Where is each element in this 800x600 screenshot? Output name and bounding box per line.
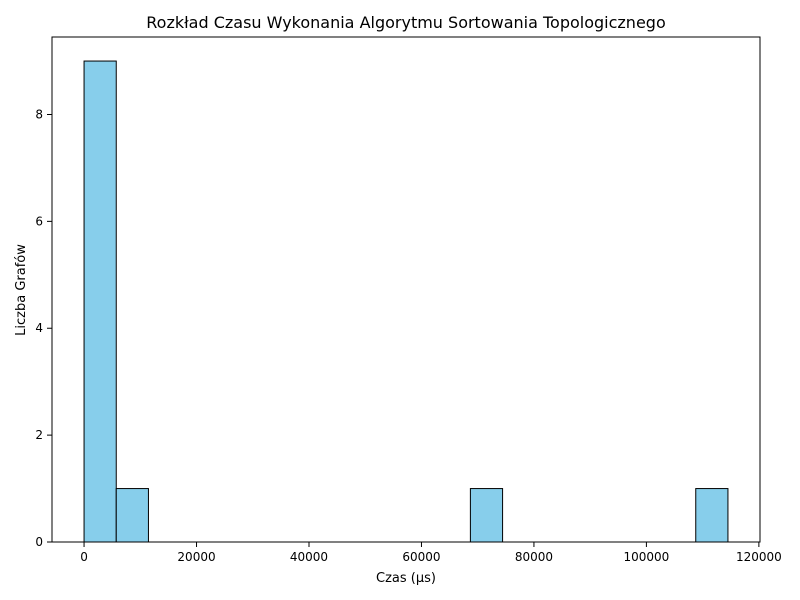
- x-tick-label-6: 120000: [736, 550, 782, 564]
- y-tick-label-1: 2: [35, 428, 43, 442]
- histogram-bar-2: [469, 488, 504, 543]
- y-axis-label: Liczba Grafów: [14, 244, 29, 336]
- y-tick-label-0: 0: [35, 535, 43, 549]
- y-axis-ticks: 0 2 4 6 8: [35, 107, 52, 549]
- plot-frame: [51, 36, 761, 543]
- x-tick-label-2: 40000: [290, 550, 328, 564]
- x-tick-label-1: 20000: [177, 550, 215, 564]
- x-axis-label: Czas (µs): [376, 571, 436, 586]
- y-tick-label-2: 4: [35, 321, 43, 335]
- chart-title: Rozkład Czasu Wykonania Algorytmu Sortow…: [146, 13, 665, 32]
- x-tick-label-5: 100000: [623, 550, 669, 564]
- bars-group: [83, 60, 729, 543]
- x-tick-label-0: 0: [80, 550, 88, 564]
- x-tick-label-4: 80000: [515, 550, 553, 564]
- y-tick-label-4: 8: [35, 107, 43, 121]
- x-tick-label-3: 60000: [402, 550, 440, 564]
- histogram-bar-0: [83, 60, 117, 543]
- histogram-bar-3: [695, 488, 729, 543]
- y-tick-label-3: 6: [35, 214, 43, 228]
- histogram-bar-1: [115, 488, 149, 543]
- x-axis-ticks: 0 20000 40000 60000 80000 100000 120000: [80, 542, 782, 564]
